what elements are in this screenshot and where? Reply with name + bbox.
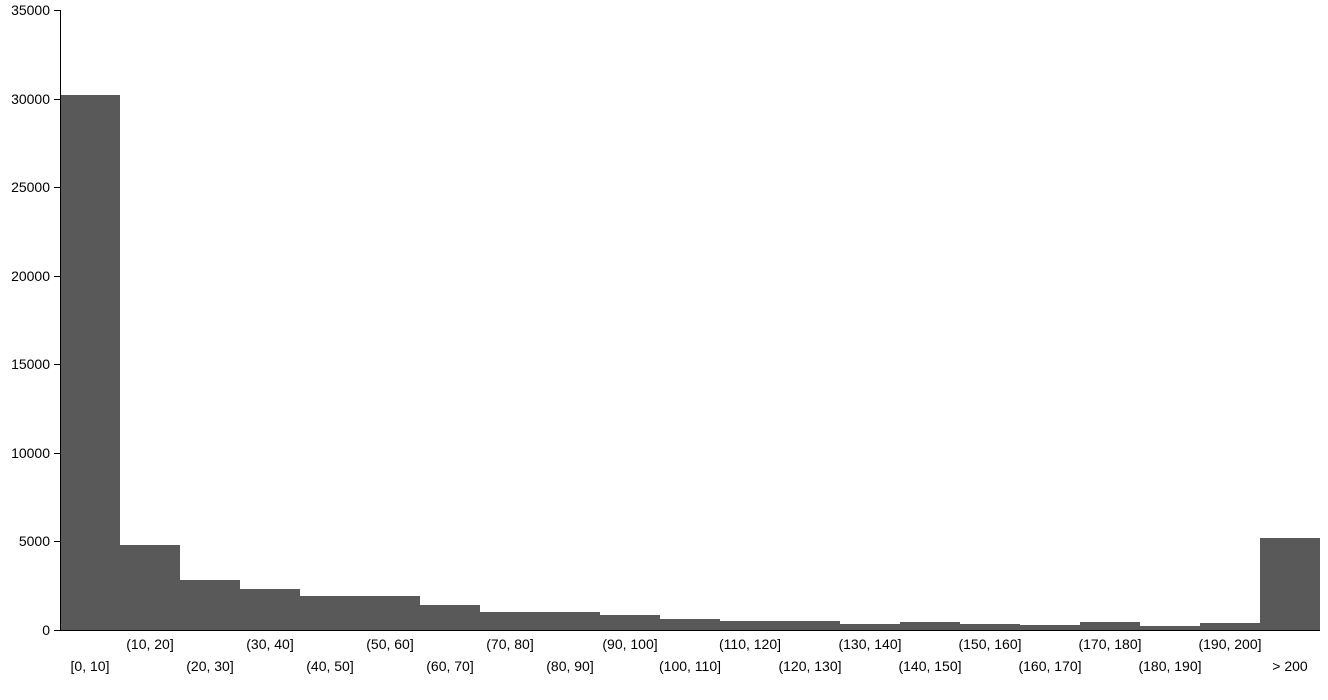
x-tick-label: (140, 150] <box>898 658 961 674</box>
x-tick-label: (60, 70] <box>426 658 473 674</box>
x-tick-label: (150, 160] <box>958 636 1021 652</box>
y-tick <box>54 630 60 631</box>
y-tick <box>54 276 60 277</box>
x-tick-label: (40, 50] <box>306 658 353 674</box>
x-tick-label: (70, 80] <box>486 636 533 652</box>
bar <box>600 615 660 630</box>
y-tick-label: 5000 <box>0 533 50 549</box>
y-tick-label: 0 <box>0 622 50 638</box>
x-tick-label: (100, 110] <box>659 658 721 674</box>
bar <box>660 619 720 630</box>
x-tick-label: (120, 130] <box>778 658 841 674</box>
x-tick-label: (20, 30] <box>186 658 233 674</box>
bar <box>540 612 600 630</box>
x-tick-label: (80, 90] <box>546 658 593 674</box>
y-tick <box>54 453 60 454</box>
bar <box>120 545 180 630</box>
y-tick-label: 35000 <box>0 2 50 18</box>
x-tick-label: (180, 190] <box>1138 658 1201 674</box>
y-tick <box>54 99 60 100</box>
x-tick-label: (50, 60] <box>366 636 413 652</box>
y-tick-label: 15000 <box>0 356 50 372</box>
y-tick-label: 10000 <box>0 445 50 461</box>
bar <box>1080 622 1140 630</box>
x-tick-label: > 200 <box>1272 658 1307 674</box>
x-axis-line <box>60 630 1320 631</box>
bar <box>360 596 420 630</box>
y-tick <box>54 364 60 365</box>
bar <box>780 621 840 630</box>
bar <box>60 95 120 630</box>
x-tick-label: [0, 10] <box>71 658 110 674</box>
y-tick <box>54 541 60 542</box>
x-tick-label: (170, 180] <box>1078 636 1141 652</box>
y-tick <box>54 10 60 11</box>
plot-area <box>60 10 1320 630</box>
bar <box>1260 538 1320 630</box>
y-tick-label: 20000 <box>0 268 50 284</box>
x-tick-label: (110, 120] <box>719 636 781 652</box>
x-tick-label: (30, 40] <box>246 636 293 652</box>
bar <box>1200 623 1260 630</box>
x-tick-label: (10, 20] <box>126 636 173 652</box>
x-tick-label: (130, 140] <box>838 636 901 652</box>
bar <box>420 605 480 630</box>
bar <box>300 596 360 630</box>
y-tick-label: 30000 <box>0 91 50 107</box>
y-tick <box>54 187 60 188</box>
y-axis-line <box>60 10 61 630</box>
bar <box>720 621 780 630</box>
x-tick-label: (160, 170] <box>1018 658 1081 674</box>
bar <box>240 589 300 630</box>
y-tick-label: 25000 <box>0 179 50 195</box>
bar <box>180 580 240 630</box>
x-tick-label: (90, 100] <box>602 636 657 652</box>
bar <box>900 622 960 630</box>
x-tick-label: (190, 200] <box>1198 636 1261 652</box>
bar <box>480 612 540 630</box>
histogram-chart: 0 5000 10000 15000 20000 25000 30000 35000 [0, 1… <box>0 0 1328 700</box>
